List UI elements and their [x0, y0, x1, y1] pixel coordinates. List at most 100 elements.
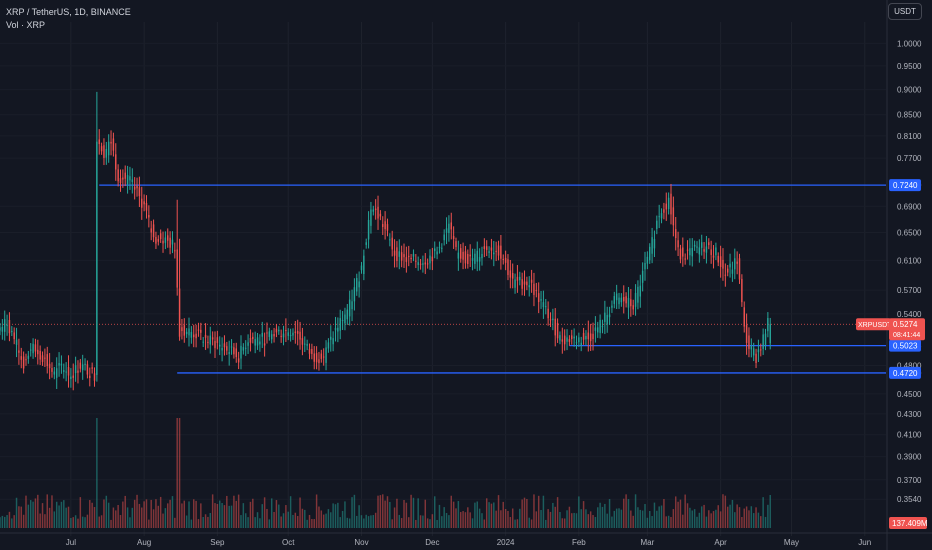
volume-bar: [441, 516, 443, 528]
volume-bar: [188, 501, 190, 528]
symbol-tag: [856, 318, 891, 331]
volume-bar: [712, 511, 715, 528]
candle-body: [365, 242, 367, 245]
volume-bar: [96, 418, 98, 528]
candle-body: [459, 248, 462, 259]
candle-body: [389, 239, 391, 241]
volume-bar: [653, 502, 656, 528]
candle-body: [278, 329, 280, 332]
candle-body: [474, 253, 476, 264]
volume-bar: [141, 507, 143, 528]
volume-bar: [247, 517, 249, 528]
volume-bar: [55, 501, 58, 528]
candle-body: [450, 222, 453, 230]
current-price-label: 0.5274: [893, 320, 918, 329]
volume-bar: [91, 502, 93, 528]
symbol-tag-label: XRPUSDT: [858, 322, 892, 329]
candle-body: [211, 337, 214, 340]
symbol-title[interactable]: XRP / TetherUS, 1D, BINANCE: [6, 7, 131, 17]
volume-bar: [93, 507, 96, 528]
volume-bar: [689, 507, 691, 528]
candle-body: [571, 335, 573, 340]
candle-body: [96, 141, 98, 375]
candle-body: [490, 247, 493, 251]
candle-body: [644, 263, 646, 270]
candle-body: [133, 186, 136, 190]
volume-bar: [627, 499, 630, 528]
candle-body: [391, 237, 393, 250]
volume-bar: [665, 516, 668, 528]
volume-bar: [490, 503, 493, 528]
volume-bar: [405, 502, 408, 528]
candle-body: [259, 341, 261, 345]
candle-body: [481, 253, 483, 259]
candle-body: [65, 371, 67, 373]
volume-bar: [330, 512, 332, 528]
price-axis[interactable]: 1.00000.95000.90000.85000.81000.77000.72…: [897, 39, 922, 504]
candle-body: [554, 318, 556, 336]
volume-bar: [592, 515, 594, 528]
volume-bar: [424, 499, 427, 528]
volume-bar: [233, 495, 235, 528]
volume-bar: [344, 501, 346, 528]
candle-body: [585, 335, 587, 340]
candle-body: [254, 339, 256, 346]
candle-body: [750, 346, 753, 350]
volume-bar: [464, 512, 467, 528]
candle-body: [315, 353, 318, 363]
candle-body: [273, 334, 275, 337]
volume-bar: [48, 507, 51, 528]
candle-body: [112, 138, 115, 151]
candle-body: [356, 278, 358, 292]
volume-bar: [559, 511, 561, 528]
volume-bar: [367, 516, 370, 528]
candle-body: [341, 319, 344, 321]
volume-bar: [252, 498, 254, 528]
candle-body: [181, 327, 183, 331]
candle-body: [682, 247, 684, 257]
volume-bar: [762, 497, 764, 528]
volume-bar: [244, 513, 247, 528]
candle-body: [457, 252, 460, 259]
candle-body: [89, 375, 91, 379]
currency-unit-button[interactable]: USDT: [888, 3, 922, 20]
volume-bar: [268, 519, 271, 528]
candle-body: [476, 250, 478, 262]
volume-bar: [81, 516, 84, 528]
volume-bar: [601, 506, 604, 528]
volume-value-tag: [889, 517, 927, 529]
volume-bar: [41, 503, 44, 528]
volume-bar: [207, 516, 209, 528]
candle-body: [533, 283, 535, 295]
volume-bar: [332, 503, 334, 528]
volume-bar: [256, 512, 259, 528]
candle-body: [415, 260, 417, 262]
price-tick-label: 0.4500: [897, 390, 922, 399]
volume-bar: [573, 512, 575, 528]
volume-bar: [327, 509, 330, 528]
volume-bar: [431, 514, 434, 528]
candle-body: [183, 325, 186, 336]
volume-value-label: 137.409M: [892, 519, 928, 528]
time-axis[interactable]: Jul Aug Sep Oct Nov Dec 2024 Feb Mar Apr May Jun: [66, 538, 871, 547]
price-tick-label: 0.7700: [897, 154, 922, 163]
volume-indicator-label[interactable]: Vol · XRP: [6, 20, 46, 30]
volume-bar: [51, 495, 53, 528]
horizontal-levels[interactable]: [0, 184, 886, 374]
level-price-tag: [889, 179, 921, 192]
candle-body: [79, 362, 82, 369]
volume-bar: [566, 510, 568, 528]
volume-bar: [509, 517, 512, 528]
volume-bar: [523, 497, 526, 528]
candle-body: [117, 169, 119, 182]
volume-bar: [254, 517, 256, 528]
volume-bar: [571, 513, 573, 528]
candle-body: [523, 281, 526, 285]
candle-body: [757, 349, 760, 353]
candle-body: [292, 332, 294, 336]
volume-bar: [29, 500, 32, 528]
candle-body: [145, 202, 148, 211]
volume-bar: [129, 517, 131, 528]
candle-body: [696, 246, 698, 248]
